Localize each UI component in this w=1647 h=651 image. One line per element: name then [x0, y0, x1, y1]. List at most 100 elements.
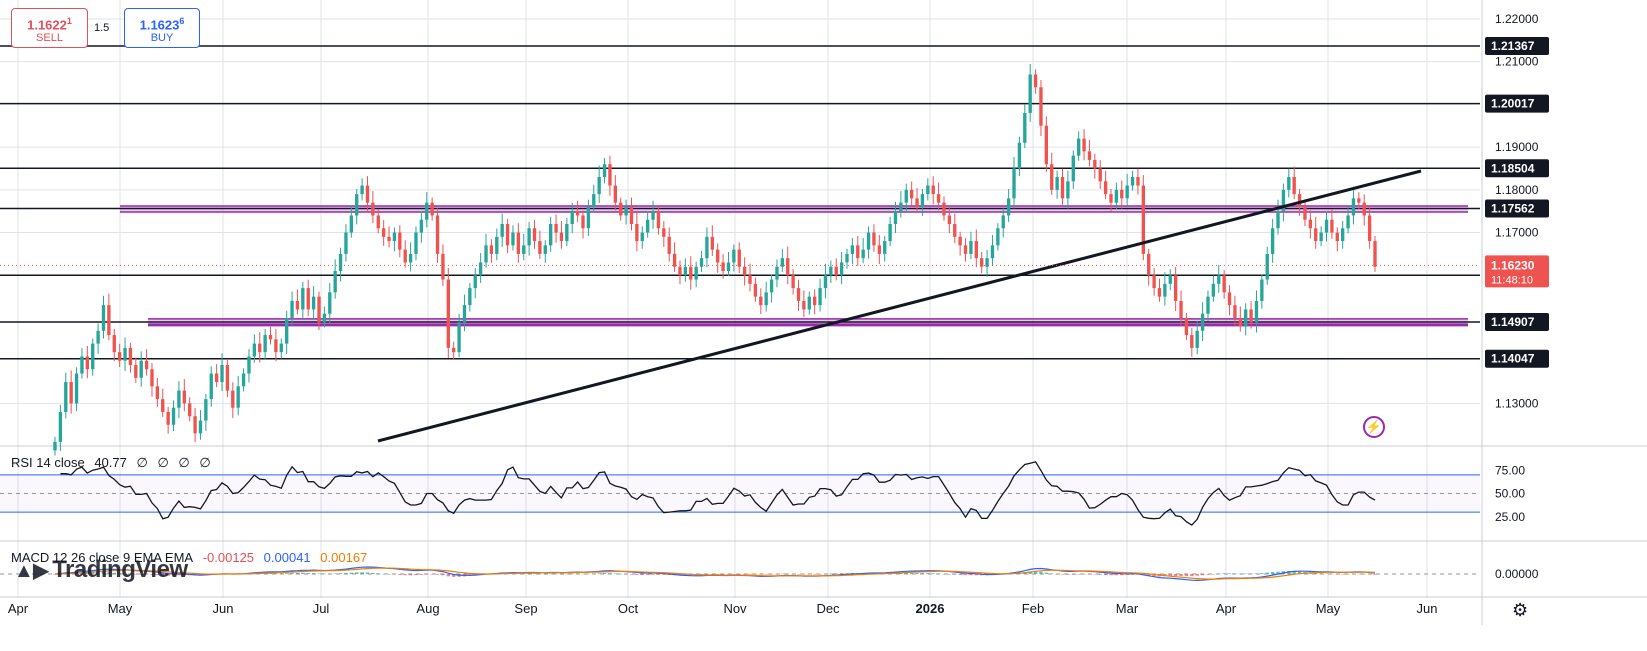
- macd-hist-bar: [549, 573, 553, 575]
- candle-body: [1206, 296, 1210, 314]
- candle-body: [1141, 185, 1145, 254]
- candle-body: [500, 224, 504, 237]
- candle-body: [58, 411, 63, 442]
- candle-body: [662, 228, 666, 237]
- candle-body: [381, 228, 386, 237]
- sell-button[interactable]: 1.16221 SELL: [11, 8, 88, 48]
- macd-hist-bar: [161, 574, 165, 576]
- candle-body: [629, 206, 634, 224]
- candle-body: [1265, 253, 1269, 280]
- candle-body: [538, 241, 542, 254]
- candle-body: [1168, 275, 1172, 284]
- candle-body: [527, 228, 531, 246]
- rsi-legend[interactable]: RSI 14 close 40.77 ∅ ∅ ∅ ∅: [11, 455, 217, 471]
- candle-body: [737, 249, 741, 267]
- x-tick-label: Jun: [1417, 601, 1438, 616]
- candle-body: [1173, 275, 1178, 301]
- macd-hist-bar: [662, 574, 666, 575]
- candle-body: [1238, 317, 1242, 327]
- candle-body: [732, 249, 736, 263]
- macd-hist-bar: [344, 572, 348, 574]
- candle-body: [974, 241, 978, 259]
- level-tag: [1485, 199, 1549, 218]
- candle-body: [543, 245, 547, 254]
- current-price-label: 1.16230: [1491, 258, 1535, 272]
- candle-body: [107, 305, 111, 336]
- macd-hist-bar: [349, 572, 353, 574]
- candle-body: [419, 219, 424, 233]
- candle-body: [1297, 194, 1302, 207]
- macd-hist-bar: [274, 573, 278, 574]
- candle-body: [549, 224, 553, 246]
- candle-body: [872, 232, 876, 246]
- candle-body: [1308, 219, 1313, 229]
- candle-body: [586, 206, 591, 229]
- candle-body: [236, 386, 240, 408]
- macd-hist-bar: [748, 574, 752, 575]
- macd-hist-bar: [575, 573, 580, 575]
- x-tick-label: Mar: [1116, 601, 1139, 616]
- macd-hist-bar: [823, 573, 828, 575]
- macd-hist-bar: [726, 574, 731, 575]
- candle-body: [635, 224, 639, 242]
- candle-body: [807, 296, 811, 310]
- candle-body: [408, 253, 413, 263]
- candle-body: [101, 305, 106, 331]
- candle-body: [365, 185, 370, 203]
- macd-hist-bar: [1222, 573, 1226, 574]
- macd-hist-bar: [1082, 574, 1086, 575]
- candle-body: [694, 266, 698, 280]
- candle-body: [608, 164, 612, 186]
- settings-gear-icon[interactable]: ⚙: [1512, 600, 1529, 620]
- candle-body: [473, 275, 477, 289]
- macd-hist-bar: [1147, 574, 1151, 576]
- candle-body: [290, 300, 294, 318]
- macd-hist-bar: [651, 574, 655, 575]
- macd-hist-bar: [371, 572, 375, 574]
- macd-hist-bar: [365, 572, 370, 574]
- candle-body: [1217, 275, 1221, 284]
- flash-icon[interactable]: ⚡: [1363, 416, 1385, 438]
- candle-body: [1373, 241, 1377, 267]
- candle-body: [398, 232, 402, 250]
- candle-body: [516, 232, 521, 254]
- candle-body: [462, 305, 467, 323]
- macd-hist-bar: [802, 574, 806, 575]
- buy-button[interactable]: 1.16236 BUY: [124, 8, 200, 48]
- macd-hist-bar: [279, 573, 283, 574]
- macd-hist-bar: [527, 573, 531, 574]
- macd-hist-bar: [592, 573, 596, 574]
- macd-hist-bar: [268, 573, 273, 574]
- candle-body: [899, 202, 903, 212]
- candle-body: [559, 232, 564, 242]
- candle-body: [1077, 138, 1081, 156]
- macd-hist-bar: [1066, 574, 1070, 575]
- candle-body: [834, 266, 838, 276]
- macd-hist-bar: [780, 573, 785, 575]
- candle-body: [1335, 232, 1339, 242]
- candle-body: [452, 347, 456, 353]
- candle-body: [689, 266, 693, 280]
- candle-body: [349, 215, 353, 233]
- candle-body: [1050, 164, 1054, 190]
- macd-hist-bar: [1367, 574, 1372, 575]
- macd-hist-bar: [322, 573, 327, 575]
- macd-legend[interactable]: MACD 12 26 close 9 EMA EMA -0.00125 0.00…: [11, 550, 373, 565]
- macd-hist-bar: [1060, 574, 1065, 575]
- candle-body: [53, 441, 57, 451]
- candle-body: [241, 373, 246, 387]
- candle-body: [457, 322, 461, 353]
- macd-hist-bar: [435, 574, 440, 575]
- candle-body: [856, 245, 860, 259]
- macd-hist-bar: [834, 573, 838, 574]
- macd-hist-bar: [123, 573, 127, 575]
- macd-hist-bar: [425, 574, 429, 575]
- macd-hist-bar: [619, 573, 623, 575]
- macd-hist-bar: [452, 574, 456, 577]
- level-label: 1.20017: [1491, 97, 1535, 111]
- macd-hist-bar: [1130, 574, 1135, 575]
- candle-body: [721, 262, 725, 271]
- candle-body: [139, 360, 143, 378]
- macd-hist-bar: [559, 573, 564, 575]
